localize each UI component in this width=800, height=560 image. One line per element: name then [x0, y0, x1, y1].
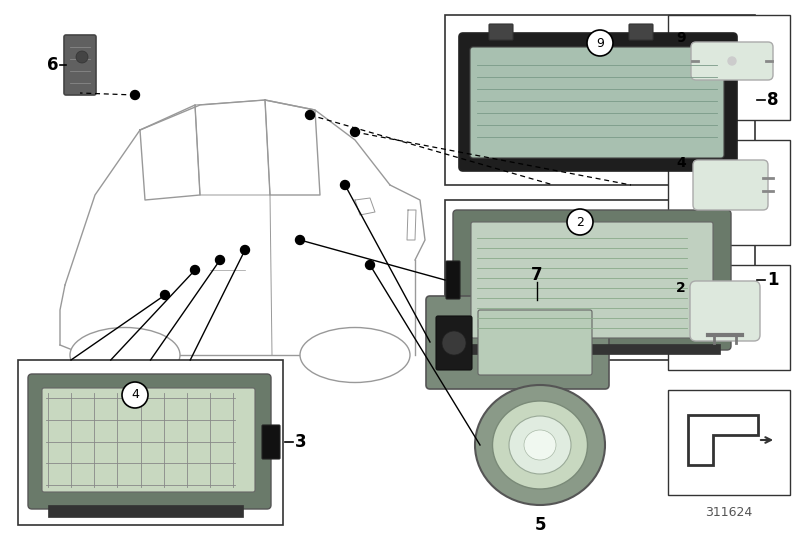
Bar [668, 265, 790, 370]
Text: 311624: 311624 [706, 506, 753, 519]
FancyBboxPatch shape [436, 316, 472, 370]
Bar [668, 15, 790, 120]
Circle shape [122, 382, 148, 408]
FancyBboxPatch shape [446, 261, 460, 299]
Bar [445, 15, 755, 185]
Text: 6: 6 [46, 56, 58, 74]
Circle shape [130, 91, 139, 100]
Ellipse shape [509, 416, 571, 474]
Circle shape [728, 57, 736, 65]
Bar [18, 360, 283, 525]
Circle shape [190, 265, 199, 274]
FancyBboxPatch shape [459, 33, 737, 171]
FancyBboxPatch shape [453, 210, 731, 350]
FancyBboxPatch shape [690, 281, 760, 341]
Bar [48, 505, 243, 517]
Text: 9: 9 [596, 36, 604, 49]
Circle shape [442, 331, 466, 355]
Ellipse shape [300, 328, 410, 382]
Text: 3: 3 [295, 433, 306, 451]
Circle shape [215, 255, 225, 264]
Text: 2: 2 [576, 216, 584, 228]
Circle shape [350, 128, 359, 137]
FancyBboxPatch shape [42, 388, 255, 492]
FancyBboxPatch shape [478, 310, 592, 375]
FancyBboxPatch shape [471, 222, 713, 338]
Circle shape [76, 51, 88, 63]
Text: 1: 1 [767, 271, 778, 289]
Bar [668, 390, 790, 495]
FancyBboxPatch shape [470, 47, 724, 158]
Text: 5: 5 [534, 516, 546, 534]
Bar [668, 140, 790, 245]
Circle shape [295, 236, 305, 245]
Text: 4: 4 [131, 389, 139, 402]
Bar [445, 200, 755, 360]
FancyBboxPatch shape [64, 35, 96, 95]
Text: 7: 7 [531, 266, 543, 284]
Text: 2: 2 [676, 281, 686, 295]
Circle shape [241, 245, 250, 254]
Circle shape [306, 110, 314, 119]
Circle shape [341, 180, 350, 189]
Ellipse shape [475, 385, 605, 505]
FancyBboxPatch shape [489, 24, 513, 40]
Text: 9: 9 [676, 31, 686, 45]
Circle shape [161, 291, 170, 300]
FancyBboxPatch shape [262, 425, 280, 459]
Ellipse shape [493, 401, 587, 489]
Text: 4: 4 [676, 156, 686, 170]
Ellipse shape [70, 328, 180, 382]
Circle shape [587, 30, 613, 56]
Text: 8: 8 [767, 91, 778, 109]
FancyBboxPatch shape [426, 296, 609, 389]
Circle shape [366, 260, 374, 269]
FancyBboxPatch shape [28, 374, 271, 509]
Bar [465, 344, 720, 354]
FancyBboxPatch shape [691, 42, 773, 80]
FancyBboxPatch shape [693, 160, 768, 210]
Ellipse shape [524, 430, 556, 460]
FancyBboxPatch shape [629, 24, 653, 40]
Circle shape [567, 209, 593, 235]
